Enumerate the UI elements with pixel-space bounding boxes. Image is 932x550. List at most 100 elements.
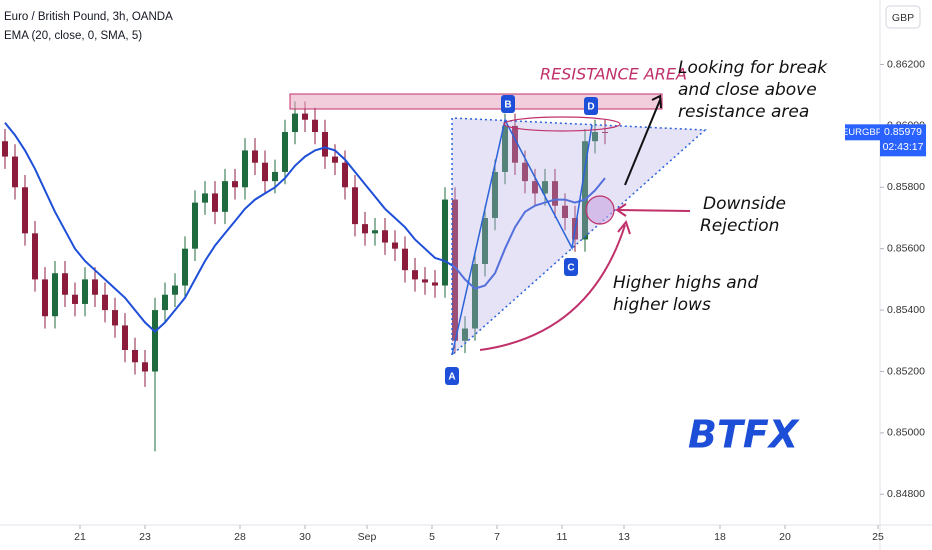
point-box <box>584 97 598 115</box>
x-tick-label: 23 <box>139 531 151 543</box>
candle-body <box>502 125 508 172</box>
candle-body <box>222 181 228 212</box>
annotation: higher lows <box>613 295 711 315</box>
candle-body <box>42 279 48 317</box>
x-tick-label: 20 <box>779 531 791 543</box>
triangle <box>451 117 707 357</box>
x-tick-label: Sep <box>358 531 377 543</box>
indicator-label: EMA (20, close, 0, SMA, 5) <box>4 30 142 42</box>
y-tick-label: 0.85800 <box>887 181 925 193</box>
candle-body <box>512 125 518 163</box>
candle-body <box>292 113 298 133</box>
price-label: 0.85979 <box>884 126 922 138</box>
annotation: RESISTANCE AREA <box>540 65 687 84</box>
candles <box>2 101 608 452</box>
annotation: resistance area <box>678 102 809 122</box>
candle-body <box>242 150 248 188</box>
x-tick-label: 5 <box>429 531 435 543</box>
x-tick-label: 30 <box>299 531 311 543</box>
annotation: Looking for break <box>678 58 828 78</box>
y-tick-label: 0.85000 <box>887 427 925 439</box>
candle-body <box>232 181 238 188</box>
candle-body <box>52 273 58 317</box>
candle-body <box>532 181 538 194</box>
point-label: B <box>504 100 511 111</box>
candle-body <box>602 132 608 134</box>
rejection-arrow <box>617 209 691 212</box>
point-box <box>445 367 459 385</box>
candle-body <box>412 270 418 280</box>
candle-body <box>172 285 178 295</box>
candle-body <box>112 310 118 326</box>
ema-line <box>4 122 606 333</box>
candle-body <box>342 162 348 188</box>
symbol-tag <box>845 124 880 141</box>
annotation: and close above <box>678 80 817 100</box>
candle-body <box>62 273 68 295</box>
top-ellipse <box>503 116 621 132</box>
arrow-head <box>651 94 662 109</box>
candle-body <box>32 233 38 280</box>
candle-body <box>492 171 498 218</box>
candle-body <box>402 248 408 271</box>
candle-body <box>552 181 558 206</box>
y-tick-label: 0.85200 <box>887 365 925 377</box>
candle-body <box>2 141 8 157</box>
candle-body <box>122 325 128 350</box>
candle-body <box>22 187 28 234</box>
candle-body <box>522 162 528 182</box>
x-tick-label: 18 <box>714 531 726 543</box>
countdown-label: 02:43:17 <box>883 141 924 153</box>
logo: BTFX <box>688 413 800 457</box>
candle-body <box>592 132 598 142</box>
candle-body <box>332 156 338 163</box>
trend-arrow <box>479 224 626 351</box>
x-tick-label: 21 <box>74 531 86 543</box>
break-arrow <box>624 99 661 186</box>
candle-body <box>362 224 368 234</box>
x-tick-label: 7 <box>494 531 500 543</box>
candle-body <box>302 113 308 120</box>
candle-body <box>462 328 468 341</box>
candle-body <box>12 156 18 188</box>
y-tick-label: 0.86200 <box>887 58 925 70</box>
candle-body <box>482 217 488 265</box>
candle-body <box>252 150 258 163</box>
candle-body <box>92 279 98 295</box>
candle-body <box>142 362 148 372</box>
y-tick-label: 0.85400 <box>887 304 925 316</box>
point-label: C <box>567 263 574 274</box>
candle-body <box>422 279 428 283</box>
axes: 0.84800 0.85000 0.85200 0.85400 0.85600 0.858… <box>74 58 926 543</box>
candle-body <box>82 279 88 304</box>
point-label: A <box>448 372 455 383</box>
point-box <box>501 95 515 113</box>
candle-body <box>282 132 288 172</box>
candle-body <box>372 230 378 234</box>
candle-body <box>472 264 478 329</box>
candle-body <box>192 202 198 249</box>
candle-body <box>582 141 588 240</box>
candle-body <box>312 119 318 133</box>
candle-body <box>262 162 268 182</box>
rejection-circle <box>585 195 615 225</box>
annotation: Higher highs and <box>613 273 758 293</box>
candle-body <box>352 187 358 225</box>
candle-body <box>382 230 388 243</box>
candle-body <box>432 282 438 286</box>
symbol-label: EURGBP <box>842 127 882 138</box>
candle-body <box>202 193 208 203</box>
y-tick-label: 0.85600 <box>887 242 925 254</box>
resistance-zone <box>289 93 663 110</box>
candle-body <box>212 193 218 212</box>
y-tick-label: 0.84800 <box>887 488 925 500</box>
point-label: D <box>587 102 594 113</box>
arrow-head <box>617 219 631 235</box>
candle-body <box>562 205 568 218</box>
candle-body <box>152 310 158 372</box>
candle-body <box>72 294 78 304</box>
currency-label: GBP <box>892 12 914 24</box>
price-tag <box>880 124 926 157</box>
